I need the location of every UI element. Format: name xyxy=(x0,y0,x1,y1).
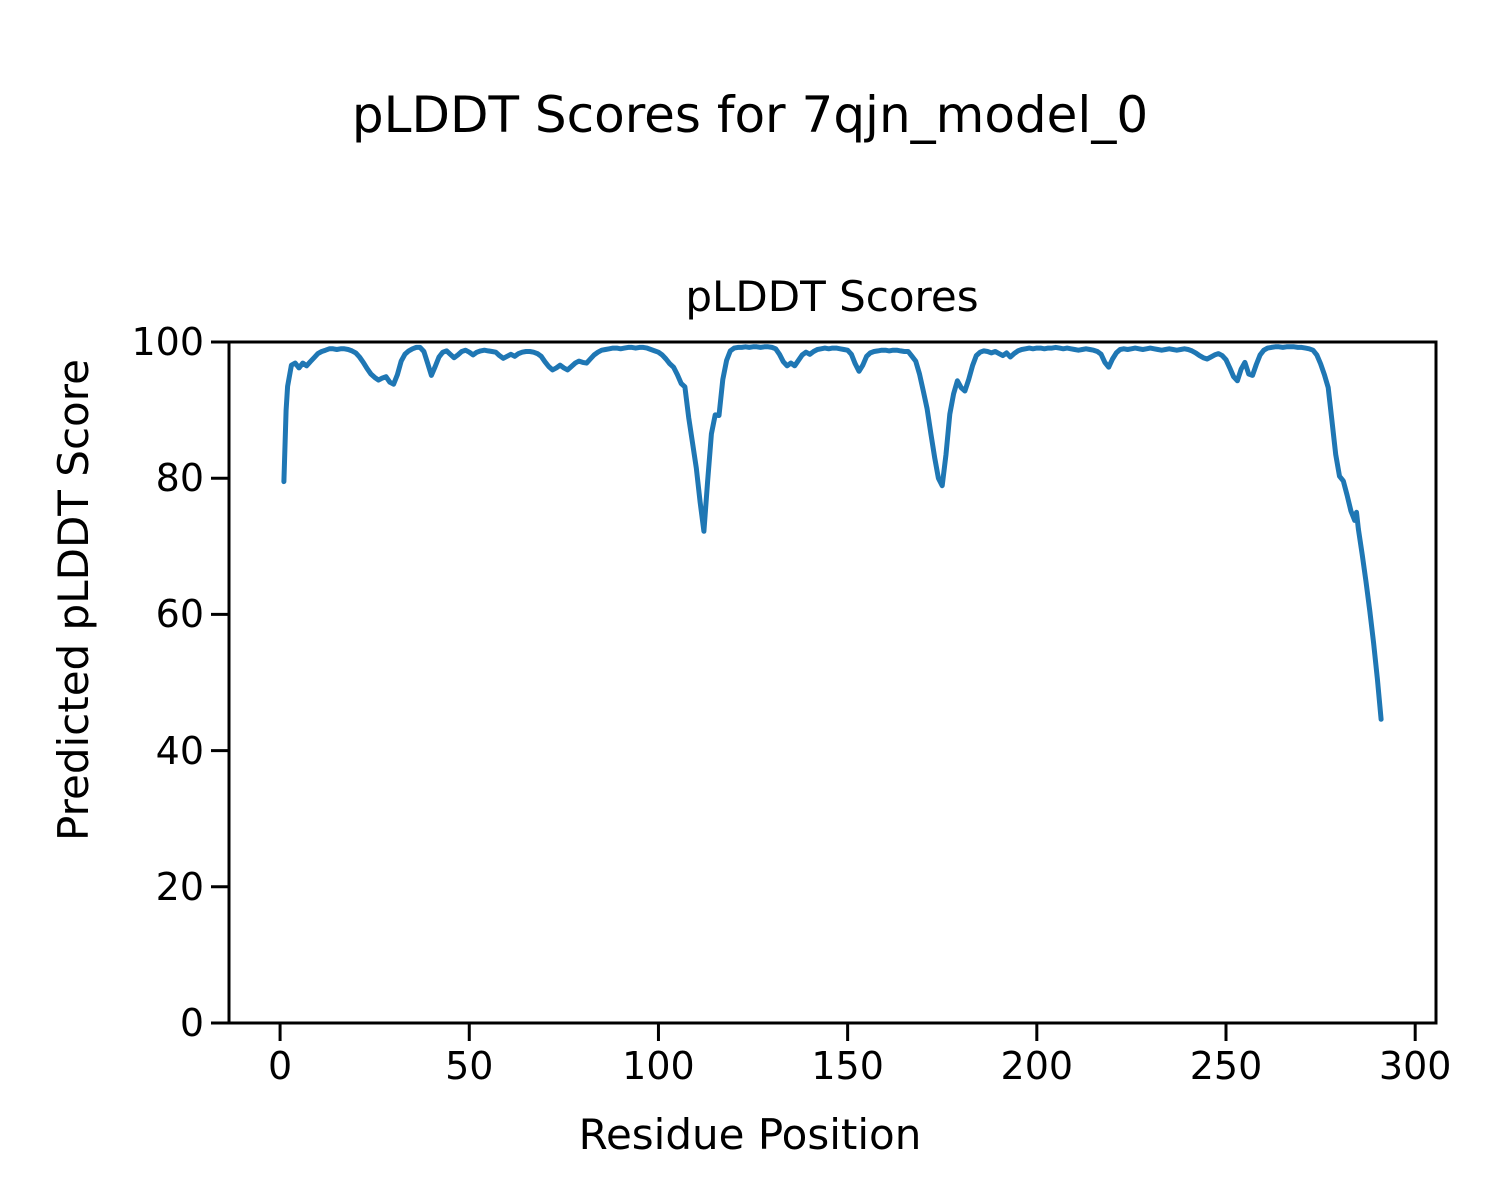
y-tick-label: 0 xyxy=(179,1001,204,1045)
y-tick-label: 20 xyxy=(155,864,204,909)
x-tick-label: 300 xyxy=(1378,1044,1452,1088)
y-tick-label: 60 xyxy=(155,592,204,637)
plddt-line xyxy=(281,344,1384,722)
y-tick-label: 80 xyxy=(155,456,204,501)
x-tick-label: 150 xyxy=(811,1044,884,1088)
x-tick-label: 250 xyxy=(1189,1044,1263,1088)
y-tick-label: 40 xyxy=(155,728,204,773)
x-axis-label: Residue Position xyxy=(578,1110,922,1159)
figure-title: pLDDT Scores for 7qjn_model_0 xyxy=(351,86,1149,144)
x-tick-label: 100 xyxy=(622,1044,695,1088)
x-tick-label: 50 xyxy=(445,1044,494,1088)
y-tick-label: 100 xyxy=(131,320,204,364)
x-tick-label: 0 xyxy=(267,1044,293,1088)
axes-title: pLDDT Scores xyxy=(685,272,979,321)
x-tick-label: 200 xyxy=(1000,1044,1074,1088)
